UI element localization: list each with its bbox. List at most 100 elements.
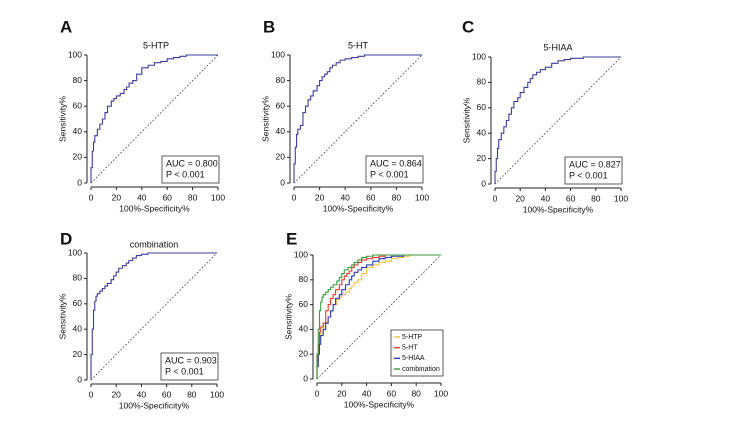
x-tick-label: 60	[366, 192, 376, 202]
p-value-label: P < 0.001	[569, 170, 608, 180]
x-tick-label: 0	[493, 193, 498, 203]
x-tick-label: 100	[415, 192, 429, 202]
reference-diagonal-line	[316, 254, 442, 380]
x-tick-label: 20	[112, 192, 122, 202]
p-value-label: P < 0.001	[165, 366, 204, 376]
auc-value-label: AUC = 0.800	[166, 158, 218, 168]
x-axis-label: 100%-Specificity%	[119, 203, 190, 213]
panel-title: 5-HTP	[143, 40, 169, 50]
panel-c: C 5-HIAA 0 20 40 60 80 100 0 20 40 60 80 100 100%-Spec…	[461, 17, 628, 214]
auc-value-label: AUC = 0.864	[370, 158, 422, 168]
x-tick-label: 40	[340, 192, 350, 202]
legend-box	[390, 329, 444, 377]
y-tick-label: 80	[477, 77, 487, 87]
x-tick-label: 0	[89, 192, 94, 202]
roc-curve-combination	[316, 254, 441, 379]
y-axis-label: Sensitivity%	[57, 293, 67, 339]
roc-curve-5-ht	[316, 254, 441, 379]
panel-e: E 0 20 40 60 80 100 0 20 40 60 80 100 100%-Specificit…	[283, 229, 448, 409]
y-tick-label: 60	[73, 100, 83, 110]
y-tick-label: 100	[294, 249, 308, 259]
x-axis-label: 100%-Specificity%	[523, 204, 594, 214]
x-tick-label: 100	[211, 192, 225, 202]
x-tick-label: 20	[515, 193, 525, 203]
y-axis-label: Sensitivity%	[461, 97, 471, 143]
x-tick-label: 40	[541, 193, 551, 203]
y-tick-label: 60	[276, 100, 286, 110]
y-tick-label: 0	[77, 374, 82, 384]
y-tick-label: 20	[73, 349, 83, 359]
y-tick-label: 80	[73, 75, 83, 85]
panel-title: 5-HIAA	[543, 42, 572, 52]
y-tick-label: 40	[73, 323, 83, 333]
y-tick-label: 20	[276, 152, 286, 162]
x-tick-label: 20	[315, 192, 325, 202]
y-tick-label: 0	[77, 177, 82, 187]
legend-entry-label: combination	[402, 366, 440, 373]
x-tick-label: 60	[162, 192, 172, 202]
x-tick-label: 0	[292, 192, 297, 202]
y-axis-label: Sensitivity%	[57, 96, 67, 142]
legend-entry-label: 5-HTP	[402, 334, 423, 341]
y-tick-label: 0	[303, 373, 308, 383]
y-tick-label: 80	[276, 75, 286, 85]
x-axis-label: 100%-Specificity%	[344, 399, 415, 409]
x-tick-label: 60	[162, 389, 172, 399]
x-tick-label: 100	[434, 388, 448, 398]
x-tick-label: 0	[89, 389, 94, 399]
y-tick-label: 40	[477, 127, 487, 137]
x-tick-label: 100	[210, 389, 224, 399]
x-axis-label: 100%-Specificity%	[323, 203, 394, 213]
reference-diagonal-line	[293, 54, 423, 184]
roc-curve-5-ht	[293, 54, 422, 183]
auc-box	[160, 352, 219, 381]
y-tick-label: 100	[472, 51, 486, 61]
roc-curve-5-hiaa	[316, 254, 441, 379]
x-tick-label: 40	[137, 389, 147, 399]
legend: 5-HTP 5-HT 5-HIAA combination	[390, 329, 444, 377]
panel-letter: E	[286, 229, 297, 248]
roc-curve-5-hiaa	[494, 56, 621, 184]
y-tick-label: 20	[73, 152, 83, 162]
panel-title: 5-HT	[348, 40, 369, 50]
x-tick-label: 20	[337, 388, 347, 398]
y-tick-label: 40	[73, 126, 83, 136]
y-tick-label: 80	[73, 273, 83, 283]
x-tick-label: 100	[614, 193, 628, 203]
y-tick-label: 100	[271, 49, 285, 59]
auc-value-label: AUC = 0.827	[569, 159, 621, 169]
x-tick-label: 80	[591, 193, 601, 203]
y-tick-label: 20	[299, 348, 309, 358]
y-tick-label: 40	[276, 126, 286, 136]
auc-box	[365, 155, 424, 184]
x-axis-label: 100%-Specificity%	[119, 400, 190, 410]
y-tick-label: 60	[299, 299, 309, 309]
y-tick-label: 60	[477, 102, 487, 112]
panel-title: combination	[130, 239, 179, 249]
panel-a: A 5-HTP 0 20 40 60 80 100 0 20 40 60 80 100 100%-Speci…	[57, 17, 225, 213]
auc-box	[161, 155, 220, 184]
y-axis-label: Sensitivity%	[260, 96, 270, 142]
auc-box	[564, 156, 623, 185]
p-value-label: P < 0.001	[370, 169, 409, 179]
x-tick-label: 80	[188, 192, 198, 202]
y-tick-label: 0	[481, 178, 486, 188]
y-axis-label: Sensitivity%	[283, 294, 293, 340]
x-tick-label: 20	[111, 389, 121, 399]
y-tick-label: 100	[68, 49, 82, 59]
x-tick-label: 0	[315, 388, 320, 398]
panel-b: B 5-HT 0 20 40 60 80 100 0 20 40 60 80 100 100%-Specif…	[260, 17, 429, 213]
p-value-label: P < 0.001	[166, 169, 205, 179]
x-tick-label: 80	[392, 192, 402, 202]
y-tick-label: 80	[299, 274, 309, 284]
x-tick-label: 40	[137, 192, 147, 202]
roc-curve-5-htp	[90, 54, 218, 183]
x-tick-label: 40	[362, 388, 372, 398]
y-tick-label: 0	[280, 177, 285, 187]
y-tick-label: 60	[73, 298, 83, 308]
y-tick-label: 100	[68, 247, 82, 257]
y-tick-label: 20	[477, 153, 487, 163]
panel-letter: C	[462, 17, 474, 36]
